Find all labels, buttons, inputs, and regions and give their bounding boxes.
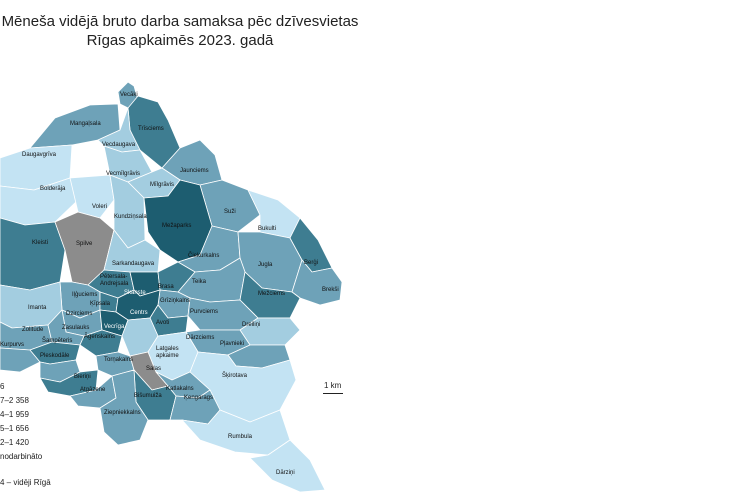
label-latgales-1: Latgales	[156, 346, 179, 352]
legend-item-6: nodarbināto	[0, 452, 43, 461]
region-rumbula[interactable]	[181, 409, 291, 456]
label-latgales-2: apkaime	[156, 353, 179, 359]
label-kipsala: Ķīpsala	[90, 301, 111, 307]
label-vecdaugava: Vecdaugava	[102, 142, 136, 148]
neighbourhood-labels: Vecāķi Mangaļsala Trīsciems Vecdaugava D…	[0, 92, 339, 476]
label-katlakalns: Katlakalns	[166, 386, 194, 392]
scale-bar	[323, 393, 343, 394]
label-purvciems: Purvciems	[190, 309, 218, 315]
label-pleskodale: Pleskodāle	[40, 353, 70, 359]
map-title-line-1: Mēneša vidējā bruto darba samaksa pēc dz…	[1, 13, 359, 30]
label-ziepniekkalns: Ziepniekkalns	[104, 410, 141, 416]
label-mezciems: Mežciems	[258, 291, 285, 297]
label-bisumuiza: Bišumuiža	[134, 393, 162, 399]
label-grizinkalns: Grīziņkalns	[160, 298, 190, 304]
label-dreilini: Dreiliņi	[242, 322, 260, 328]
label-darzini: Dārziņi	[276, 470, 295, 476]
label-kundzinsala: Kundziņsala	[114, 214, 147, 220]
label-zasulauks: Zasulauks	[62, 325, 89, 331]
label-salas: Salas	[146, 366, 161, 372]
label-bierini: Bieriņi	[74, 374, 91, 380]
label-imanta: Imanta	[28, 305, 47, 311]
label-atgazene: Atgāzene	[80, 387, 106, 393]
label-kengarags: Ķengarags	[184, 395, 213, 401]
label-tornakalns: Torņakalns	[104, 357, 133, 363]
map-title: Mēneša vidējā bruto darba samaksa pēc dz…	[0, 12, 360, 50]
label-brasa: Brasa	[158, 284, 174, 290]
region-bierini[interactable]	[39, 369, 99, 397]
label-mangalsala: Mangaļsala	[70, 121, 101, 127]
label-vecaki: Vecāķi	[120, 92, 138, 98]
scale-label: 1 km	[324, 381, 342, 390]
label-vecmilgravis: Vecmīlgrāvis	[106, 171, 140, 177]
legend-item-4: 5–1 656	[0, 424, 29, 433]
label-skanste: Skanste	[124, 290, 146, 296]
label-boldraja: Bolderāja	[40, 186, 66, 192]
label-spilve: Spilve	[76, 241, 93, 247]
label-rumbula: Rumbula	[228, 434, 253, 440]
legend-item-1: 6	[0, 382, 5, 391]
label-bergi: Berģi	[304, 259, 318, 266]
label-daugavgriva: Daugavgrīva	[22, 152, 57, 158]
legend-item-5: 2–1 420	[0, 438, 29, 447]
label-ciekurkalns: Čiekurkalns	[188, 252, 219, 259]
label-kurpurvs: Kurpurvs	[0, 342, 24, 348]
map-title-line-2: Rīgas apkaimēs 2023. gadā	[86, 32, 274, 49]
neighbourhood-polygons	[0, 81, 343, 493]
label-milgravis: Mīlgrāvis	[150, 182, 174, 188]
legend-note: 4 – vidēji Rīgā	[0, 478, 51, 487]
label-dzirciems: Dzirciems	[66, 311, 92, 317]
legend: 6 7–2 358 4–1 959 5–1 656 2–1 420 nodarb…	[0, 380, 51, 490]
label-avoti: Avoti	[156, 320, 169, 326]
legend-item-3: 4–1 959	[0, 410, 29, 419]
label-centrs: Centrs	[130, 310, 148, 316]
label-suzi: Suži	[224, 209, 236, 215]
label-jaunciems: Jaunciems	[180, 168, 209, 174]
label-teika: Teika	[192, 279, 207, 285]
label-sarkandaugava: Sarkandaugava	[112, 261, 155, 267]
region-kurpurvs[interactable]	[0, 347, 41, 373]
legend-item-2: 7–2 358	[0, 396, 29, 405]
label-breksi: Brekši	[322, 287, 339, 293]
label-triciems: Trīsciems	[138, 126, 164, 132]
label-skirotava: Šķirotava	[222, 372, 248, 379]
label-voleri: Voleri	[92, 204, 107, 210]
label-plavnieki: Pļavnieki	[220, 341, 244, 347]
label-sampeteris: Šampēteris	[42, 337, 72, 344]
label-darzciems: Dārzciems	[186, 335, 214, 341]
region-mangalsala[interactable]	[29, 103, 121, 149]
label-vecriga: Vecrīga	[104, 324, 125, 330]
label-ilguciems: Iļģuciems	[72, 291, 97, 298]
label-kleisti: Kleisti	[32, 240, 48, 246]
region-ziepniekkalns[interactable]	[99, 369, 149, 446]
label-jugla: Jugla	[258, 262, 273, 268]
label-agenskalns: Āgenskalns	[84, 333, 115, 340]
region-darzini[interactable]	[249, 439, 326, 493]
label-zolitude: Zolitūde	[22, 327, 44, 333]
region-voleri[interactable]	[69, 174, 115, 219]
label-petersala-1: Pētersala-	[100, 274, 127, 280]
label-bukulti: Bukulti	[258, 226, 276, 232]
region-kleisti[interactable]	[0, 217, 66, 291]
label-mezaparks: Mežaparks	[162, 223, 191, 229]
label-petersala-2: Andrejsala	[100, 281, 129, 287]
